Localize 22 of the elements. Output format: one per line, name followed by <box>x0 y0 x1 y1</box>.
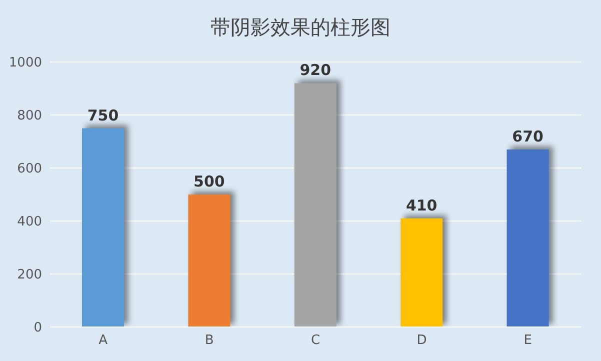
x-tick-label: C <box>310 333 320 348</box>
y-tick-label: 800 <box>17 108 42 124</box>
data-label: 670 <box>512 127 544 146</box>
chart-title: 带阴影效果的柱形图 <box>210 14 392 41</box>
data-label: 750 <box>87 106 119 124</box>
y-tick-label: 0 <box>34 320 42 336</box>
bar <box>506 149 549 327</box>
y-tick-label: 600 <box>17 162 42 177</box>
y-tick-label: 400 <box>17 214 42 230</box>
y-tick-label: 200 <box>17 268 42 283</box>
data-label: 410 <box>406 196 438 214</box>
bar <box>82 128 124 327</box>
bar <box>188 194 230 327</box>
x-tick-label: E <box>524 333 532 348</box>
y-tick-label: 1000 <box>8 56 42 71</box>
x-tick-label: D <box>416 333 427 348</box>
data-label: 920 <box>300 61 332 80</box>
data-label: 500 <box>194 172 225 190</box>
x-tick-label: B <box>204 333 214 348</box>
bar <box>400 218 443 327</box>
bar <box>294 83 336 327</box>
x-tick-label: A <box>98 333 108 348</box>
